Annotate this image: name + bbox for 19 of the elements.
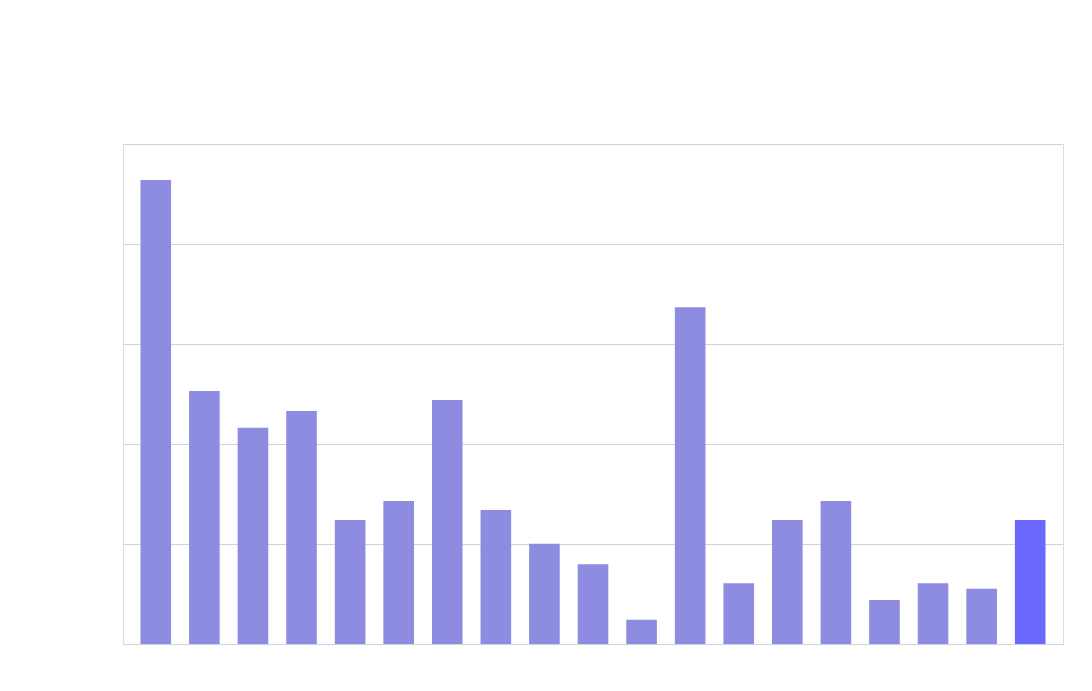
bar	[480, 509, 512, 644]
bar	[334, 520, 366, 644]
bar	[577, 564, 609, 644]
bar	[189, 391, 220, 644]
bar	[626, 619, 657, 644]
bar	[383, 501, 414, 644]
bar	[140, 180, 172, 644]
bar	[1014, 520, 1046, 644]
bar	[529, 543, 560, 644]
bar	[237, 427, 269, 644]
bar	[820, 501, 852, 644]
bar	[772, 520, 803, 644]
bar	[966, 588, 997, 644]
bar	[869, 599, 900, 644]
bar	[286, 411, 317, 644]
bar	[674, 307, 706, 644]
bar	[431, 399, 463, 644]
bar	[917, 583, 949, 644]
bar	[723, 583, 755, 644]
